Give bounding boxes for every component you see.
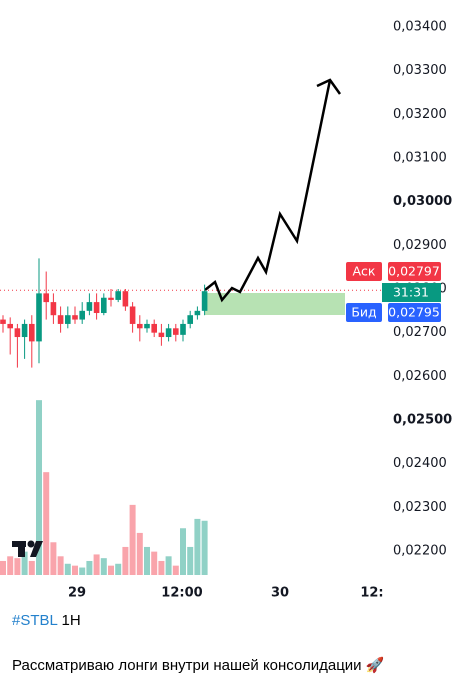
y-tick-label: 0,02900: [393, 238, 447, 253]
volume-bar: [7, 556, 14, 575]
volume-bar: [43, 472, 50, 575]
volume-bar: [144, 546, 150, 575]
x-tick-label: 30: [271, 586, 289, 601]
candle-body: [158, 332, 165, 338]
y-tick-label: 0,03200: [393, 107, 447, 122]
candle-body: [7, 323, 13, 329]
y-tick-label: 0,02400: [393, 456, 447, 471]
x-tick-label: 12:00: [161, 586, 202, 601]
volume-bar: [115, 563, 122, 575]
volume-bar: [28, 560, 35, 575]
volume-bar: [21, 551, 28, 575]
candle-body: [201, 291, 208, 311]
candle-body: [72, 315, 78, 320]
y-tick-label: 0,02700: [393, 325, 447, 340]
volume-bar: [79, 567, 86, 575]
candle-body: [93, 302, 100, 314]
volume-bar: [64, 563, 71, 575]
candle-body: [165, 328, 172, 338]
y-tick-label: 0,03300: [393, 63, 447, 78]
x-tick-label: 29: [68, 586, 86, 601]
volume-bar: [50, 542, 57, 575]
candle-body: [144, 323, 150, 329]
quote-tag-bg: [346, 262, 382, 281]
volume-bar: [0, 560, 6, 575]
volume-bar: [194, 518, 201, 575]
volume-bar: [136, 532, 143, 575]
tv-logo: [12, 540, 43, 557]
candle-body: [151, 323, 157, 333]
volume-bar: [72, 565, 78, 575]
hashtag[interactable]: #STBL: [12, 612, 58, 629]
volume-bar: [151, 551, 158, 575]
candle-body: [122, 291, 129, 307]
quote-tag: Бид: [351, 305, 376, 320]
quote-tag: Аск: [353, 264, 376, 279]
candle-body: [14, 328, 21, 338]
chart: 0,03400 0,03300 0,03200 0,03100 0,03000 0,029…: [0, 20, 452, 601]
hashtag-line: #STBL 1H: [12, 612, 81, 629]
volume-bar: [86, 560, 93, 575]
y-tick-label: 0,03100: [393, 151, 447, 166]
candle-body: [187, 315, 193, 324]
candle-body: [129, 306, 136, 324]
volume-bar: [108, 565, 114, 575]
candle-body: [57, 315, 64, 324]
forecast-line: [204, 79, 332, 303]
candle-body: [194, 310, 201, 316]
candle-body: [137, 323, 143, 329]
candle-body: [173, 328, 179, 335]
y-tick-label: 0,02200: [393, 544, 447, 559]
timer-bg: [382, 283, 441, 302]
volume-bar: [180, 528, 186, 575]
volume-bar: [165, 556, 172, 575]
volume-bar: [158, 560, 165, 575]
y-tick-label: 0,03000: [393, 194, 452, 209]
candle-body: [108, 297, 114, 300]
x-tick-label: 12:: [360, 586, 383, 601]
candle-body: [0, 319, 6, 324]
quote-price: 0,02795: [388, 305, 440, 320]
volume-bar: [129, 504, 136, 575]
volume-bar: [14, 558, 21, 575]
candle-body: [180, 323, 186, 335]
timer: 31:31: [393, 285, 429, 300]
volume-bar: [187, 546, 194, 575]
candle-body: [43, 293, 49, 303]
target-zone: [205, 293, 345, 315]
volume-bar: [36, 400, 42, 575]
timeframe: 1H: [61, 612, 81, 629]
candle-body: [50, 302, 57, 316]
volume-bar: [93, 554, 100, 575]
forecast-arrow: [316, 78, 342, 95]
candle-body: [86, 302, 93, 311]
candle-body: [79, 310, 85, 320]
volume-bar: [172, 565, 179, 575]
caption: Рассматриваю лонги внутри нашей консолид…: [12, 657, 385, 674]
candle-body: [29, 323, 35, 342]
volume-bar: [57, 556, 64, 575]
quote-tag-bg: [346, 303, 382, 322]
y-tick-label: 0,02500: [393, 413, 452, 428]
volume-bar: [100, 558, 107, 575]
quote-price: 0,02797: [388, 264, 440, 279]
candle-body: [101, 297, 107, 314]
candle-body: [115, 291, 121, 300]
candle-body: [65, 315, 71, 324]
volume-bar: [122, 546, 129, 575]
y-tick-label: 0,02600: [393, 369, 447, 384]
y-tick-label: 0,03400: [393, 20, 447, 35]
y-tick-label: 0,02300: [393, 500, 447, 515]
candle-body: [21, 323, 28, 338]
volume-bar: [201, 520, 208, 575]
quote-price-bg: [388, 262, 441, 281]
candle-body: [36, 293, 42, 342]
quote-price-bg: [388, 303, 441, 322]
